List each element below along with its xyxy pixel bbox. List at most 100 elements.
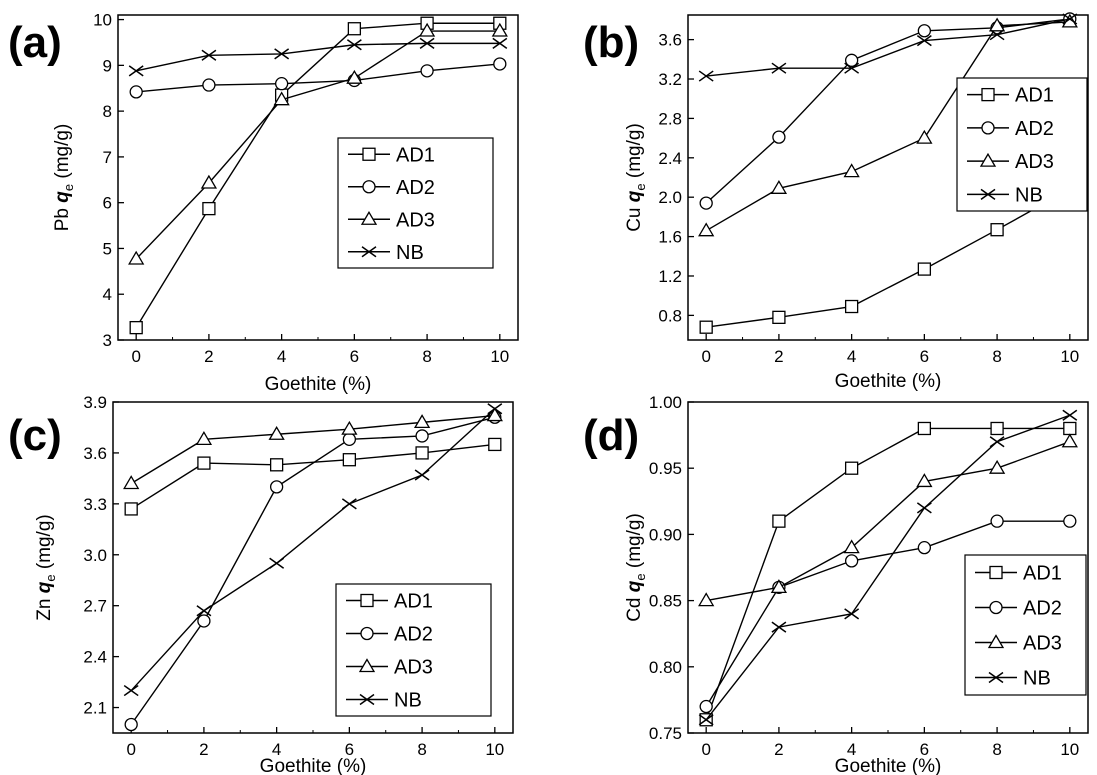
legend-entry-nb: NB (967, 184, 1043, 206)
x-tick-label: 6 (920, 740, 929, 759)
x-tick-label: 2 (774, 740, 783, 759)
legend: AD1 AD2 AD3 NB (337, 137, 494, 269)
legend-marker (980, 188, 996, 200)
legend-marker (360, 210, 378, 225)
data-point (772, 310, 786, 324)
y-axis-title: Zn qe (mg/g) (34, 514, 58, 620)
y-axis-title: Cu qe (mg/g) (624, 123, 648, 232)
legend-marker (979, 152, 997, 167)
data-point (201, 49, 217, 61)
data-point (200, 174, 218, 189)
legend: AD1 AD2 AD3 NB (956, 77, 1088, 212)
data-point (413, 414, 431, 429)
legend-label: AD2 (396, 177, 435, 199)
x-tick-label: 0 (701, 740, 710, 759)
y-tick-label: 0.90 (649, 525, 682, 544)
data-point (123, 684, 139, 697)
x-axis-title: Goethite (%) (835, 371, 942, 392)
data-point (988, 459, 1006, 474)
data-point (341, 420, 358, 435)
x-tick-label: 6 (345, 740, 354, 759)
data-point (916, 129, 933, 144)
legend-label: AD2 (394, 624, 433, 646)
data-point (917, 24, 932, 38)
series-ad2 (129, 57, 507, 99)
panel-label: (a) (8, 18, 62, 67)
data-point (844, 554, 859, 568)
series-ad1 (124, 437, 502, 516)
data-point (196, 605, 212, 617)
series-line (706, 441, 1071, 602)
y-tick-label: 8 (103, 102, 112, 121)
legend-entry-ad3: AD3 (346, 657, 433, 679)
y-axis-title-q: q (624, 580, 645, 592)
y-axis-title-sub: e (633, 573, 648, 580)
x-tick-label: 4 (277, 347, 286, 366)
legend-marker (981, 121, 995, 135)
data-point (1061, 433, 1078, 448)
data-point (273, 91, 290, 106)
data-point (843, 163, 860, 178)
series-nb (128, 37, 508, 77)
legend-label: AD2 (1015, 118, 1054, 140)
x-tick-label: 8 (422, 347, 431, 366)
data-point (342, 432, 357, 446)
data-point (990, 223, 1004, 237)
data-point (1062, 409, 1078, 421)
y-tick-label: 1.6 (658, 228, 682, 247)
x-tick-label: 6 (350, 347, 359, 366)
data-point (771, 621, 787, 633)
chart-panel-a: 0 2 4 6 8 10 3 4 5 6 7 8 9 10 (a) Goethite (%) Pb qe (mg… (8, 11, 519, 395)
legend-label: AD3 (394, 657, 433, 679)
legend-marker (361, 246, 377, 258)
legend-label: NB (394, 690, 422, 712)
data-point (128, 65, 144, 77)
data-point (418, 22, 436, 37)
series-ad3 (123, 407, 503, 490)
series-line (706, 188, 1071, 328)
y-axis-title-unit: (mg/g) (34, 514, 55, 574)
data-point (699, 320, 713, 334)
y-tick-label: 0.8 (658, 306, 682, 325)
data-point (698, 70, 714, 82)
data-point (197, 614, 211, 628)
y-tick-label: 3.3 (83, 495, 107, 514)
series-line (705, 427, 1070, 721)
legend: AD1 AD2 AD3 NB (335, 583, 492, 717)
y-axis-title-sub: e (43, 574, 58, 581)
data-point (195, 431, 213, 445)
data-point (197, 456, 211, 470)
series-line (706, 18, 1070, 77)
data-point (770, 180, 788, 194)
x-tick-label: 2 (199, 740, 208, 759)
series-line (136, 42, 500, 72)
series-line (130, 416, 495, 725)
data-point (129, 85, 143, 99)
x-tick-label: 6 (920, 347, 929, 366)
y-axis-title-sub: e (633, 183, 648, 190)
legend-entry-ad2: AD2 (975, 598, 1062, 620)
data-point (844, 461, 859, 475)
data-point (342, 453, 357, 467)
series-ad2 (699, 514, 1077, 714)
data-point (844, 62, 860, 74)
data-point (129, 320, 143, 335)
data-point (274, 48, 290, 60)
data-point (1063, 421, 1077, 436)
legend: AD1 AD2 AD3 NB (964, 554, 1087, 696)
data-point (124, 502, 138, 516)
y-tick-label: 2.0 (658, 188, 682, 207)
x-tick-label: 10 (490, 347, 509, 366)
legend-label: AD1 (1023, 563, 1062, 585)
legend-marker (362, 180, 376, 194)
panel-label: (c) (8, 411, 62, 460)
y-axis-title: Pb qe (mg/g) (52, 124, 76, 232)
y-tick-label: 0.85 (649, 592, 682, 611)
panel-label: (b) (583, 18, 639, 67)
y-axis-title-prefix: Cu (624, 202, 645, 232)
data-point (341, 498, 357, 510)
data-point (420, 64, 434, 78)
y-tick-label: 7 (103, 148, 112, 167)
data-point (698, 592, 715, 607)
data-point (347, 22, 362, 36)
